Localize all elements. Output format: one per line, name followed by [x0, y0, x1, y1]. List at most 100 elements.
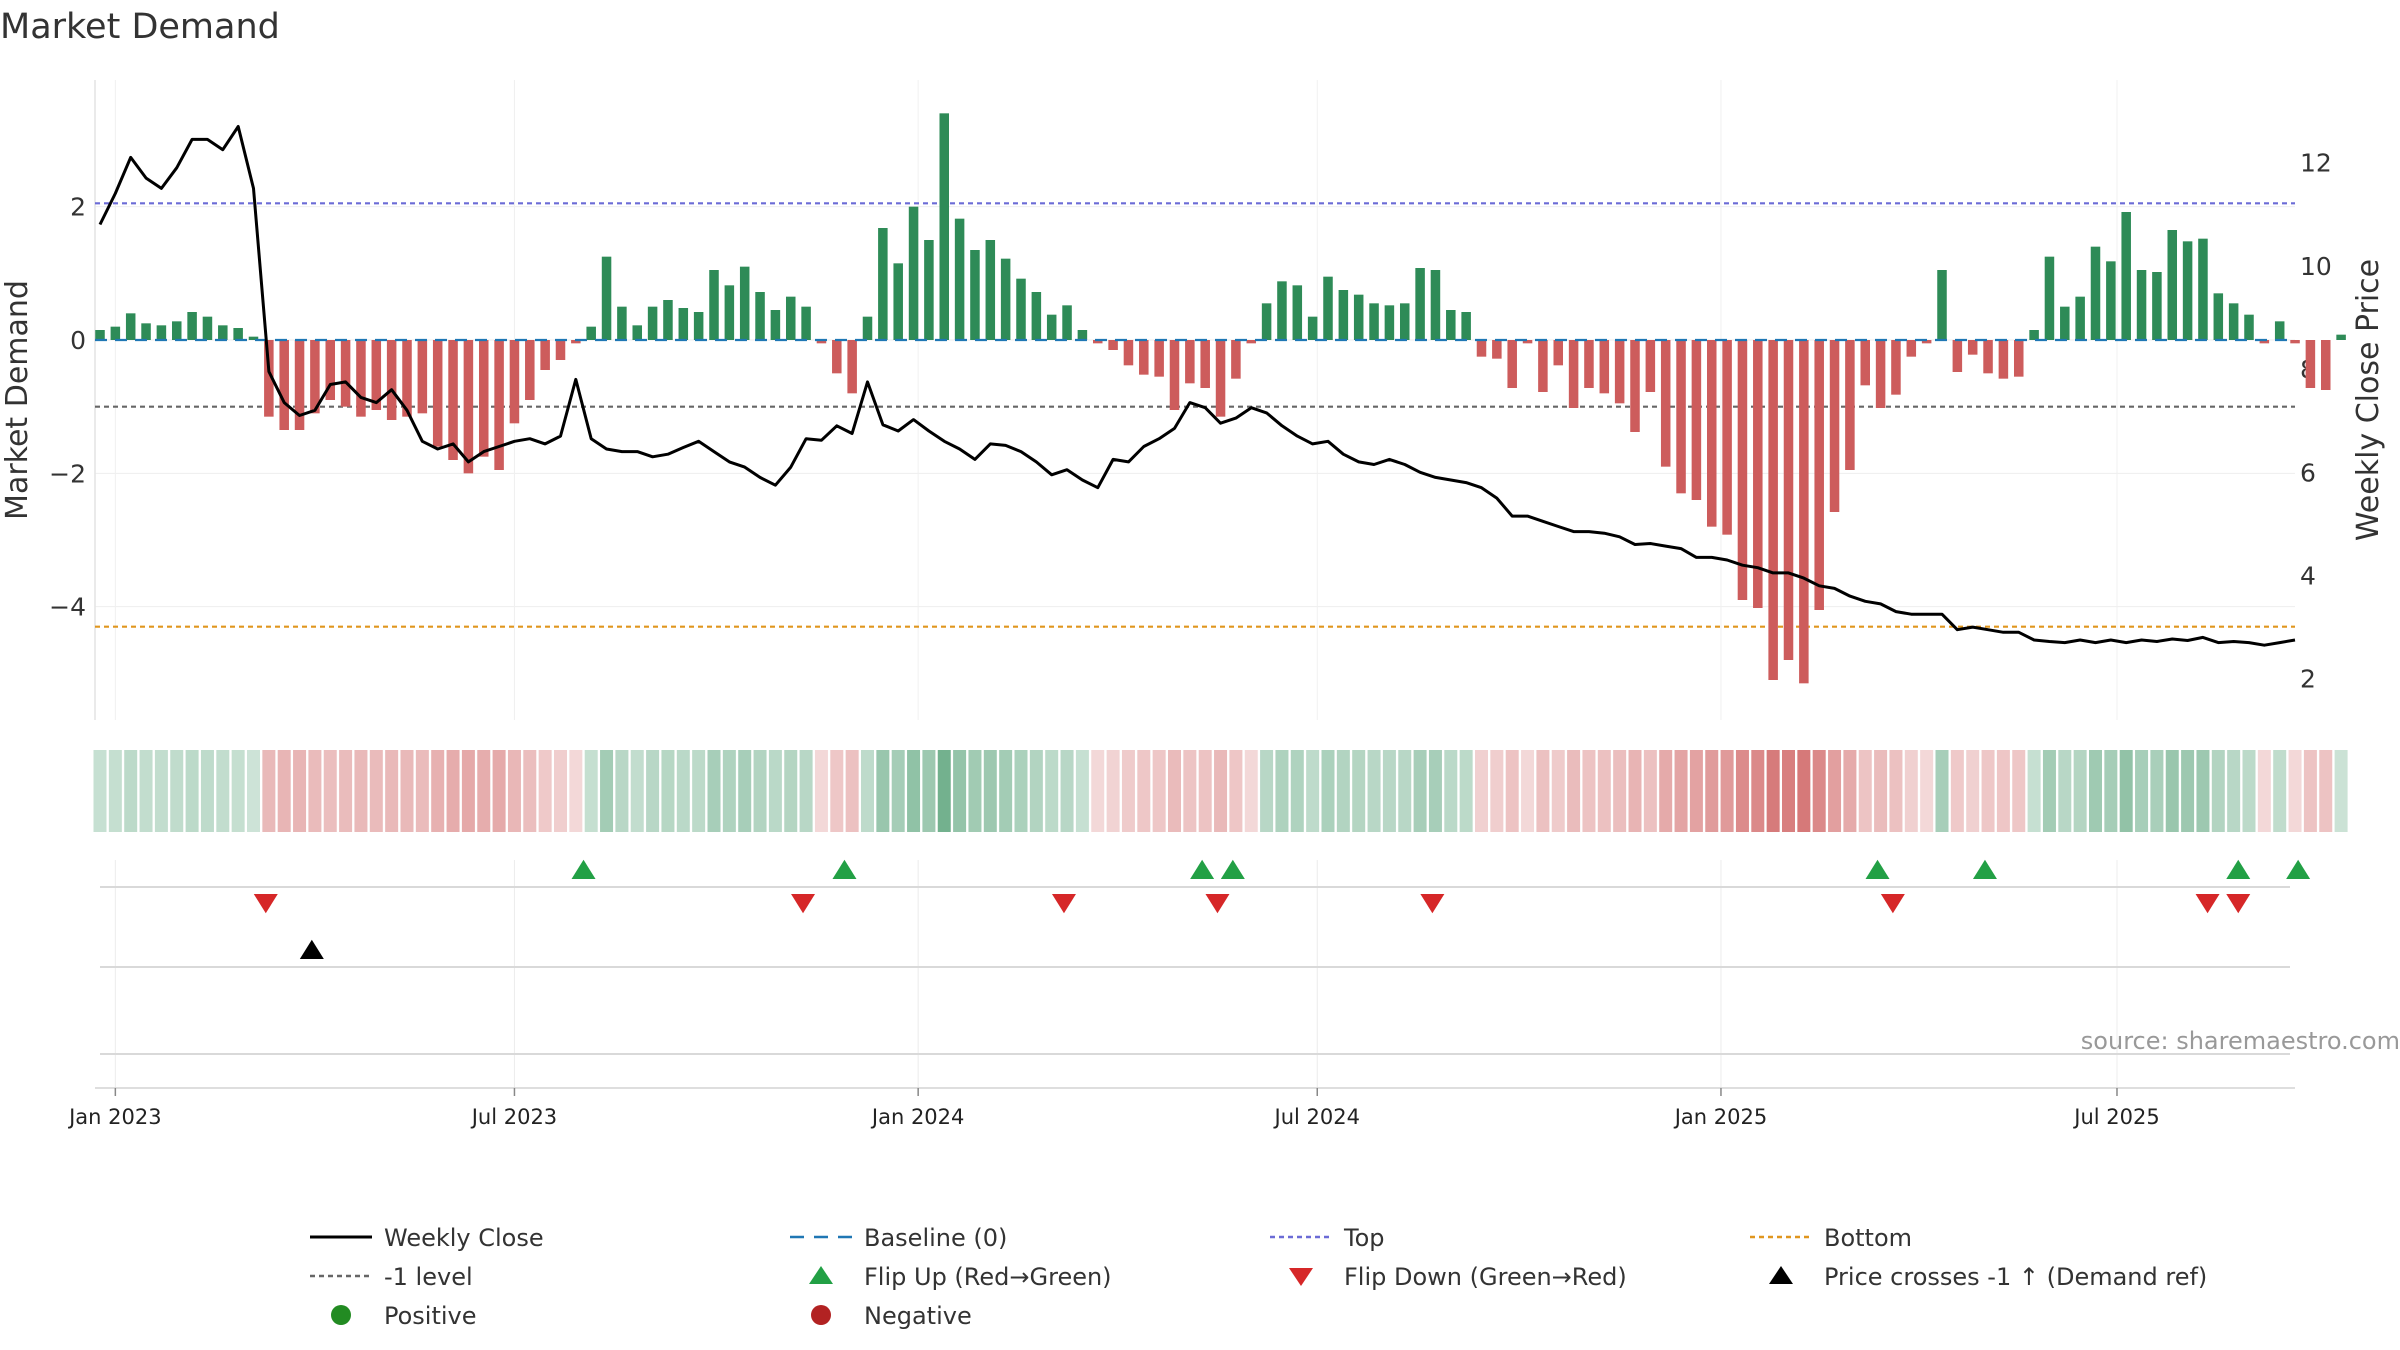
negative-bar: [264, 340, 274, 417]
heat-cell: [369, 750, 383, 832]
negative-bar: [1799, 340, 1809, 684]
positive-bar: [1031, 292, 1042, 340]
heat-cell: [707, 750, 721, 832]
heat-cell: [1858, 750, 1872, 832]
negative-bar: [1860, 340, 1871, 386]
negative-bar: [1691, 340, 1702, 500]
heat-cell: [1260, 750, 1274, 832]
left-tick-label: −4: [49, 593, 86, 622]
positive-bar: [2244, 314, 2254, 340]
flip-down-marker: [2195, 894, 2220, 914]
heat-cell: [1797, 750, 1811, 832]
heat-cell: [830, 750, 844, 832]
x-tick-label: Jan 2023: [67, 1105, 162, 1129]
weekly-close-line: [98, 125, 2296, 647]
heat-cell: [1198, 750, 1212, 832]
heat-cell: [1352, 750, 1366, 832]
positive-bar: [709, 270, 719, 340]
heat-cell: [1551, 750, 1565, 832]
legend-label: Price crosses -1 ↑ (Demand ref): [1824, 1263, 2207, 1291]
positive-bar: [693, 312, 704, 340]
positive-bar: [1292, 285, 1303, 340]
positive-bar: [1016, 278, 1026, 340]
heat-cell: [1382, 750, 1396, 832]
price-cross-marker: [299, 939, 324, 959]
positive-bar: [970, 250, 980, 340]
flip-down-marker: [1051, 894, 1076, 914]
heat-cell: [1121, 750, 1135, 832]
negative-bar: [1906, 340, 1917, 357]
legend-label: Negative: [864, 1302, 972, 1330]
heat-cell: [1413, 750, 1427, 832]
heat-cell: [1459, 750, 1473, 832]
heat-cell: [922, 750, 936, 832]
heat-cell: [1106, 750, 1120, 832]
heat-cell: [446, 750, 460, 832]
heat-cell: [1950, 750, 1964, 832]
legend-label: Top: [1343, 1224, 1385, 1252]
heat-cell: [1137, 750, 1151, 832]
event-markers: [95, 859, 2311, 1089]
heat-cell: [1735, 750, 1749, 832]
negative-bar: [1891, 340, 1901, 395]
flip-up-marker: [2286, 859, 2311, 879]
heat-cell: [1475, 750, 1488, 832]
positive-bar: [924, 240, 934, 340]
positive-bar: [2106, 261, 2116, 340]
x-tick-label: Jul 2023: [470, 1105, 557, 1129]
source-note: source: sharemaestro.com: [2081, 1027, 2400, 1055]
right-tick-label: 6: [2300, 458, 2316, 487]
right-tick-label: 12: [2300, 149, 2332, 178]
flip-down-marker: [1420, 894, 1445, 914]
heat-cell: [293, 750, 307, 832]
positive-bar: [755, 292, 765, 340]
heat-cell: [507, 750, 521, 832]
heat-cell: [1275, 750, 1289, 832]
legend-swatch-dot-red: [811, 1305, 831, 1325]
heat-cell: [676, 750, 690, 832]
left-tick-label: 0: [70, 326, 86, 355]
flip-up-marker: [2226, 859, 2251, 879]
negative-bar: [1921, 340, 1932, 344]
heat-cell: [1168, 750, 1181, 832]
positive-bar: [647, 306, 658, 340]
negative-bar: [1568, 340, 1579, 408]
negative-bar: [1737, 340, 1748, 600]
flip-down-marker: [1880, 894, 1905, 914]
negative-bar: [1952, 340, 1963, 372]
heat-cell: [692, 750, 706, 832]
positive-bar: [233, 328, 243, 340]
positive-bar: [2336, 334, 2346, 340]
heat-cell: [953, 750, 967, 832]
heat-cell: [845, 750, 859, 832]
heat-cell: [1920, 750, 1934, 832]
chart-title: Market Demand: [0, 7, 280, 47]
legend-swatch-tri-up-black: [1769, 1266, 1793, 1284]
heat-cell: [93, 750, 107, 832]
legend-label: Baseline (0): [864, 1224, 1007, 1252]
heat-cell: [1766, 750, 1780, 832]
flip-up-marker: [832, 859, 857, 879]
positive-bar: [663, 300, 673, 340]
heat-cell: [477, 750, 491, 832]
heat-cell: [768, 750, 782, 832]
heat-cell: [2319, 750, 2333, 832]
negative-bar: [1706, 340, 1717, 527]
heat-cell: [1444, 750, 1458, 832]
right-axis-ticks: 12108642: [2300, 149, 2332, 694]
heat-cell: [216, 750, 230, 832]
positive-bar: [2136, 270, 2147, 340]
positive-bar: [893, 263, 903, 340]
legend-label: Positive: [384, 1302, 477, 1330]
negative-bar: [1123, 340, 1134, 366]
heat-cell: [262, 750, 276, 832]
positive-bar: [2213, 293, 2224, 340]
positive-bar: [1062, 305, 1072, 340]
negative-bar: [356, 340, 366, 417]
positive-bar: [1000, 258, 1011, 340]
negative-bar: [386, 340, 397, 420]
negative-bar: [1875, 340, 1886, 408]
heat-cell: [2058, 750, 2072, 832]
heat-cell: [2303, 750, 2317, 832]
negative-bar: [1139, 340, 1149, 375]
